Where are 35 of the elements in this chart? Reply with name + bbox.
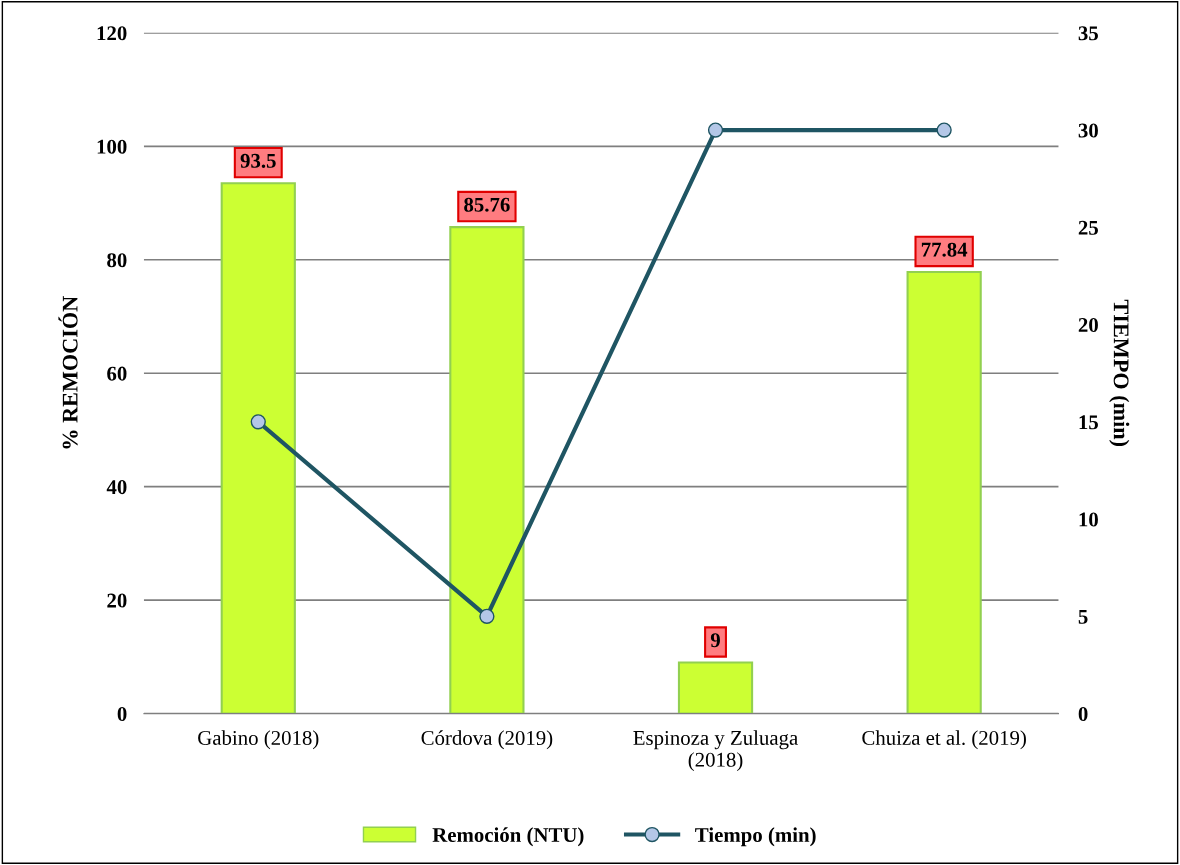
y2-tick-label: 25 xyxy=(1078,220,1098,235)
y-axis-title: % REMOCIÓN xyxy=(58,296,78,449)
bar xyxy=(220,182,296,714)
data-label: 9 xyxy=(710,633,720,648)
y2-tick-label: 30 xyxy=(1078,123,1098,138)
bar xyxy=(906,271,982,714)
data-label: 93.5 xyxy=(240,153,276,168)
y2-tick-label: 5 xyxy=(1078,609,1088,624)
legend-label: Remoción (NTU) xyxy=(432,827,584,847)
legend-label: Tiempo (min) xyxy=(695,827,816,847)
y-tick-label: 0 xyxy=(117,707,127,722)
y2-tick-label: 15 xyxy=(1079,415,1098,430)
y-tick-label: 100 xyxy=(97,139,127,154)
y-tick-label: 40 xyxy=(106,480,127,495)
y-tick-label: 80 xyxy=(107,253,127,268)
y2-tick-label: 10 xyxy=(1079,512,1098,527)
bar xyxy=(677,661,754,714)
y2-tick-label: 20 xyxy=(1078,318,1098,333)
y2-axis-title: TIEMPO (min) xyxy=(1109,299,1130,447)
y-tick-label: 120 xyxy=(97,26,127,41)
y2-tick-label: 0 xyxy=(1078,707,1088,722)
data-label: 85.76 xyxy=(464,197,510,212)
x-tick-label: Gabino (2018) xyxy=(198,730,319,750)
point xyxy=(936,122,952,138)
point xyxy=(479,608,495,625)
x-tick-label: Córdova (2019) xyxy=(421,730,553,750)
x-tick-label: Espinoza y Zuluaga (2018) xyxy=(633,730,798,772)
point xyxy=(250,414,266,430)
y2-tick-label: 35 xyxy=(1078,26,1098,41)
x-tick-label: Chuiza et al. (2019) xyxy=(862,730,1026,750)
y-tick-label: 60 xyxy=(107,366,127,381)
bar xyxy=(449,226,525,714)
data-label: 77.84 xyxy=(921,242,968,257)
point xyxy=(707,122,724,138)
y-tick-label: 20 xyxy=(107,593,127,608)
